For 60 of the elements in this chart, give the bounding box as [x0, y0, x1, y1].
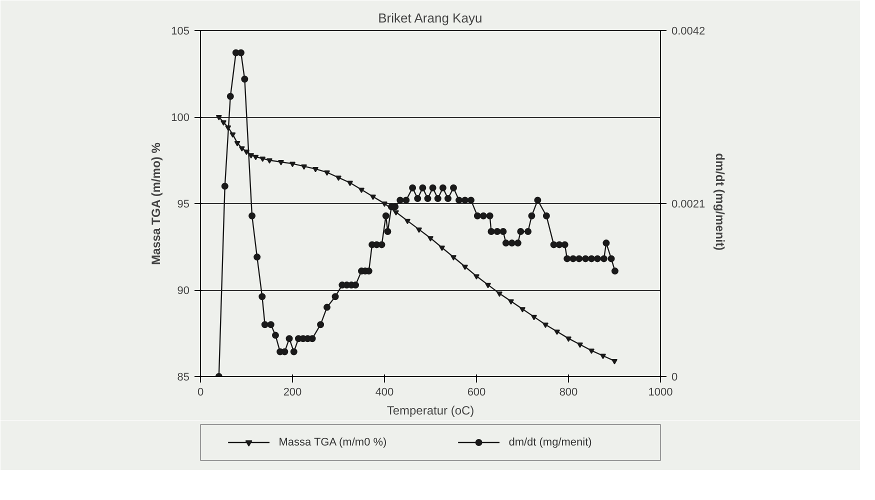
point: [439, 246, 445, 251]
x-tick-label: 400: [375, 386, 394, 398]
point: [324, 170, 330, 176]
x-tick-label: 0: [197, 386, 204, 398]
point: [485, 282, 491, 288]
point: [428, 236, 434, 242]
point: [248, 153, 254, 158]
point: [520, 307, 526, 312]
y-tick-label: 105: [171, 26, 190, 38]
point: [260, 156, 266, 162]
y-tick-label: 90: [177, 285, 190, 297]
point: [416, 228, 422, 233]
point: [238, 146, 245, 152]
point: [244, 150, 250, 155]
point: [508, 299, 514, 305]
point: [347, 180, 353, 186]
point: [612, 358, 618, 364]
y-tick-label: 85: [177, 372, 190, 384]
y-tick-label: 95: [177, 198, 190, 210]
point: [588, 348, 594, 354]
point: [252, 154, 259, 160]
legend-label: dm/dt (mg/menit): [508, 436, 592, 448]
point: [290, 162, 296, 168]
y-tick-label: 100: [171, 112, 190, 124]
point: [450, 255, 456, 261]
point: [220, 120, 226, 126]
point: [474, 274, 480, 280]
point: [216, 115, 222, 120]
legend-label: Massa TGA (m/m0 %): [278, 436, 387, 448]
point: [393, 210, 399, 216]
x-tick-label: 200: [283, 386, 302, 398]
y2-axis-title: dm/dt (mg/menit): [713, 153, 728, 250]
point: [312, 166, 318, 172]
point: [382, 202, 388, 207]
point: [370, 194, 376, 200]
x-tick-label: 800: [559, 386, 578, 398]
point: [358, 188, 364, 194]
point: [542, 322, 548, 328]
point: [336, 176, 342, 181]
point: [462, 264, 468, 270]
point: [234, 141, 240, 146]
point: [301, 164, 307, 170]
point: [230, 132, 236, 138]
y-axis-title: Massa TGA (m/mo) %: [149, 142, 164, 265]
chart-title: Briket Arang Kayu: [378, 10, 482, 26]
x-tick-label: 600: [467, 386, 486, 398]
y2-tick-label: 0.0021: [672, 198, 706, 210]
point: [600, 354, 606, 360]
x-tick-label: 1000: [648, 386, 673, 398]
point: [554, 330, 560, 335]
point: [531, 314, 537, 320]
y2-tick-label: 0.0042: [672, 26, 706, 38]
point: [496, 292, 502, 297]
point: [404, 218, 410, 224]
point: [266, 158, 272, 164]
y2-tick-label: 0: [672, 372, 678, 384]
x-axis-title: Temperatur (oC): [386, 404, 474, 418]
point: [577, 342, 583, 348]
point: [278, 160, 284, 166]
point: [566, 336, 572, 342]
